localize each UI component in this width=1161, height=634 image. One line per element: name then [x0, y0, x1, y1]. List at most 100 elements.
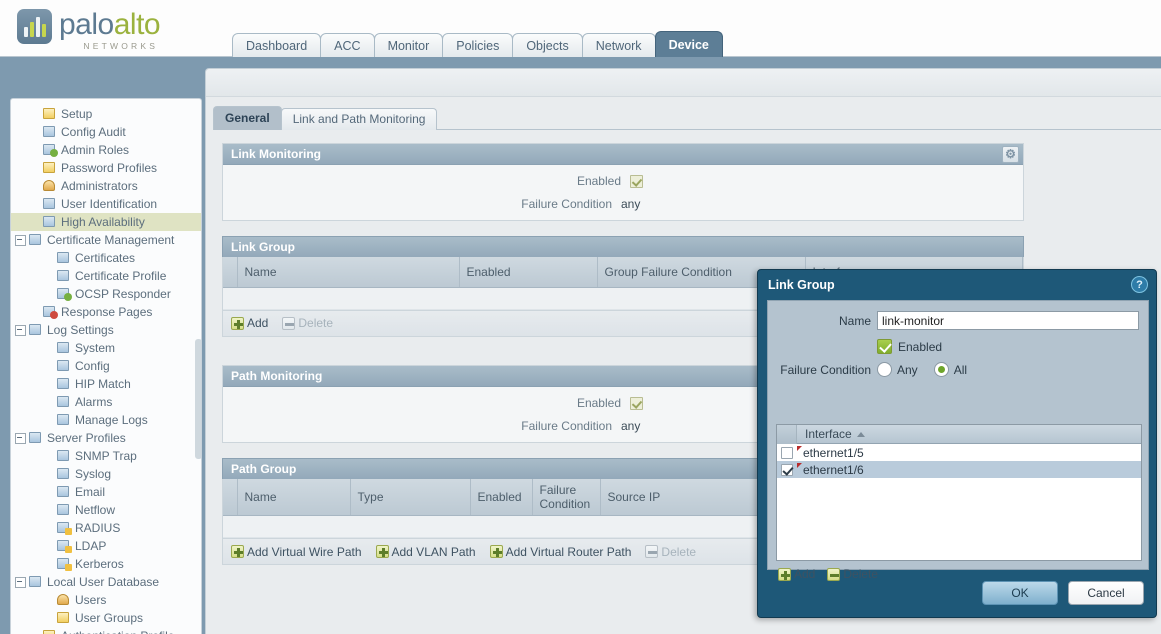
sidebar-item-system[interactable]: System [11, 339, 201, 357]
sidebar-scrollbar[interactable] [195, 339, 201, 459]
sidebar-item-email[interactable]: Email [11, 483, 201, 501]
sidebar-item-config-audit[interactable]: Config Audit [11, 123, 201, 141]
sidebar-item-log-settings[interactable]: Log Settings [11, 321, 201, 339]
nav-tab-monitor[interactable]: Monitor [373, 33, 444, 58]
name-input[interactable] [877, 311, 1139, 330]
sidebar-item-manage-logs[interactable]: Manage Logs [11, 411, 201, 429]
interface-checkbox[interactable] [781, 446, 793, 459]
ok-button[interactable]: OK [982, 581, 1058, 605]
path-group-col-failure-condition[interactable]: Failure Condition [532, 479, 601, 516]
collapse-toggle-icon[interactable] [15, 576, 26, 588]
sidebar-item-server-profiles[interactable]: Server Profiles [11, 429, 201, 447]
sidebar-item-icon [28, 233, 44, 247]
sidebar-item-certificates[interactable]: Certificates [11, 249, 201, 267]
sidebar-item-icon [42, 179, 58, 193]
sidebar-item-icon [56, 287, 72, 301]
plus-icon [231, 545, 244, 558]
sidebar-item-user-groups[interactable]: User Groups [11, 609, 201, 627]
action-label: Add VLAN Path [391, 544, 476, 559]
help-icon[interactable] [1131, 276, 1148, 293]
path-group-col-type[interactable]: Type [350, 479, 471, 516]
nav-tab-policies[interactable]: Policies [442, 33, 514, 58]
collapse-toggle-icon[interactable] [15, 234, 26, 246]
interface-row[interactable]: ethernet1/6 [777, 461, 1141, 478]
link-group-col-enabled[interactable]: Enabled [459, 257, 598, 288]
interface-column-header[interactable]: Interface [797, 427, 865, 441]
interface-add-button[interactable]: Add [778, 567, 815, 581]
sidebar-item-administrators[interactable]: Administrators [11, 177, 201, 195]
inner-tab-link-and-path-monitoring[interactable]: Link and Path Monitoring [280, 108, 438, 130]
sidebar-item-radius[interactable]: RADIUS [11, 519, 201, 537]
inner-tab-general[interactable]: General [213, 106, 282, 130]
enabled-checkbox[interactable] [877, 339, 892, 354]
sidebar-item-local-user-database[interactable]: Local User Database [11, 573, 201, 591]
interface-checkbox[interactable] [781, 463, 793, 476]
minus-icon [645, 545, 659, 558]
sidebar-item-config[interactable]: Config [11, 357, 201, 375]
sidebar-item-snmp-trap[interactable]: SNMP Trap [11, 447, 201, 465]
radio-all-selected[interactable] [933, 362, 949, 377]
radio-any[interactable] [877, 362, 892, 377]
sidebar-item-label: Config Audit [61, 125, 126, 139]
cancel-button[interactable]: Cancel [1068, 581, 1144, 605]
sidebar-item-users[interactable]: Users [11, 591, 201, 609]
path-monitoring-failure-condition-label: Failure Condition [521, 419, 612, 433]
sidebar-item-ldap[interactable]: LDAP [11, 537, 201, 555]
sidebar-item-label: Certificates [75, 251, 136, 265]
path-group-col-enabled[interactable]: Enabled [470, 479, 533, 516]
sidebar-item-authentication-profile[interactable]: Authentication Profile [11, 627, 201, 634]
path-monitoring-enabled-label: Enabled [576, 396, 621, 410]
nav-tab-device[interactable]: Device [654, 31, 723, 58]
link-group-header: Link Group [222, 236, 1024, 257]
path-group-delete-button[interactable]: Delete [645, 545, 696, 559]
failure-condition-option-all[interactable]: All [933, 362, 967, 377]
sidebar-item-hip-match[interactable]: HIP Match [11, 375, 201, 393]
sidebar-item-high-availability[interactable]: High Availability [11, 213, 201, 231]
interface-delete-button[interactable]: Delete [827, 567, 878, 581]
sidebar-item-response-pages[interactable]: Response Pages [11, 303, 201, 321]
path-group-add-vlan-path-button[interactable]: Add VLAN Path [375, 544, 476, 559]
sidebar-item-alarms[interactable]: Alarms [11, 393, 201, 411]
collapse-toggle-icon[interactable] [15, 432, 26, 444]
inner-tabs-rule [213, 129, 1161, 130]
device-sidebar[interactable]: Setup Config Audit Admin Roles Password Pro… [10, 98, 202, 634]
sidebar-item-kerberos[interactable]: Kerberos [11, 555, 201, 573]
interface-row-select[interactable] [777, 463, 797, 476]
sidebar-item-user-identification[interactable]: User Identification [11, 195, 201, 213]
sidebar-item-label: Manage Logs [75, 413, 148, 427]
gear-icon[interactable] [1002, 146, 1019, 163]
action-label: Add Virtual Wire Path [247, 544, 362, 559]
tree-spacer [43, 289, 54, 300]
logo-tagline: NETWORKS [83, 41, 159, 51]
sidebar-item-admin-roles[interactable]: Admin Roles [11, 141, 201, 159]
path-group-add-virtual-wire-path-button[interactable]: Add Virtual Wire Path [231, 545, 362, 559]
nav-tab-objects[interactable]: Objects [512, 33, 583, 58]
sidebar-item-ocsp-responder[interactable]: OCSP Responder [11, 285, 201, 303]
link-group-delete-button[interactable]: Delete [282, 316, 333, 330]
tree-spacer [43, 559, 54, 570]
inner-tabs: General Link and Path Monitoring [213, 106, 438, 130]
link-group-col-name[interactable]: Name [237, 257, 460, 288]
path-monitoring-title: Path Monitoring [231, 369, 323, 383]
sidebar-item-setup[interactable]: Setup [11, 105, 201, 123]
interface-row[interactable]: ethernet1/5 [777, 444, 1141, 461]
sidebar-item-icon [42, 143, 58, 157]
nav-tab-dashboard[interactable]: Dashboard [232, 33, 322, 58]
sidebar-item-netflow[interactable]: Netflow [11, 501, 201, 519]
collapse-toggle-icon[interactable] [15, 324, 26, 336]
nav-tab-acc[interactable]: ACC [320, 33, 375, 58]
sidebar-item-certificate-profile[interactable]: Certificate Profile [11, 267, 201, 285]
link-group-add-button[interactable]: Add [231, 316, 268, 330]
path-group-col-name[interactable]: Name [237, 479, 351, 516]
sidebar-item-syslog[interactable]: Syslog [11, 465, 201, 483]
sidebar-item-label: Admin Roles [61, 143, 130, 157]
sidebar-item-certificate-management[interactable]: Certificate Management [11, 231, 201, 249]
nav-tab-network[interactable]: Network [581, 33, 656, 58]
link-group-dialog-body: Name Enabled Failure Condition Any All In… [767, 300, 1149, 581]
sidebar-item-password-profiles[interactable]: Password Profiles [11, 159, 201, 177]
failure-condition-option-any[interactable]: Any [877, 362, 918, 377]
sidebar-item-label: LDAP [75, 539, 107, 553]
interface-row-select[interactable] [777, 446, 797, 459]
path-group-add-virtual-router-path-button[interactable]: Add Virtual Router Path [489, 545, 631, 559]
interface-list[interactable]: Interface ethernet1/5 ethernet1/6 [776, 424, 1142, 561]
